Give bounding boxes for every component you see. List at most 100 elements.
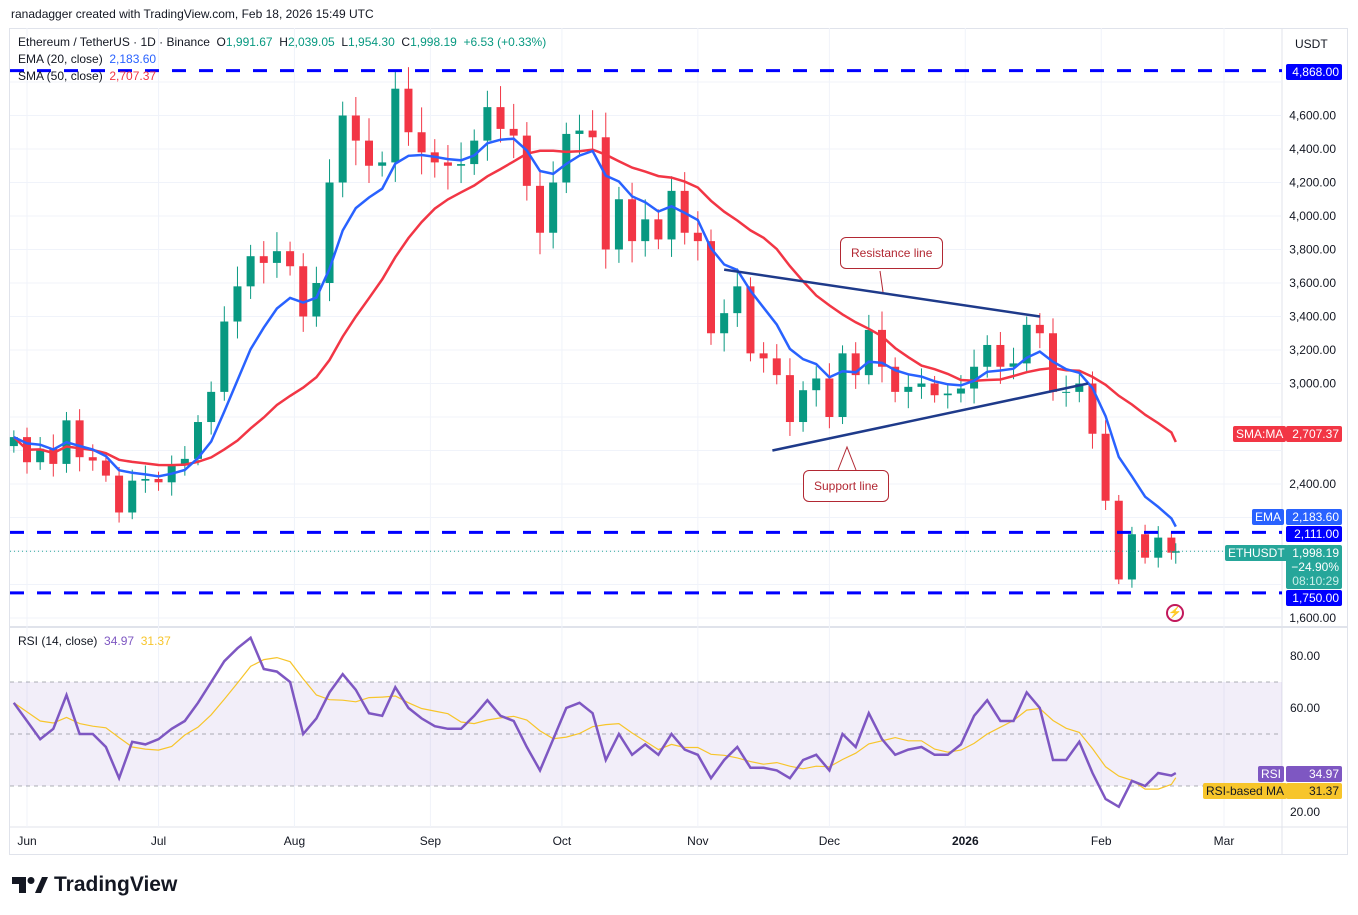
- currency-label[interactable]: USDT: [1295, 37, 1328, 51]
- candle: [838, 345, 847, 425]
- price-chart[interactable]: 1,600.00 2,400.00 3,000.00 3,200.00 3,400.00…: [0, 0, 1358, 860]
- candle-body: [207, 391, 216, 423]
- support-line-label[interactable]: Support line: [803, 470, 890, 502]
- candle-body: [917, 383, 926, 387]
- candle: [233, 266, 242, 339]
- candle: [404, 67, 413, 146]
- time-tick-label: Feb: [1091, 834, 1112, 848]
- candle: [917, 368, 926, 399]
- price-tick-label: 3,200.00: [1289, 343, 1336, 357]
- candle-body: [36, 448, 45, 463]
- candle-body: [746, 286, 755, 354]
- candle: [325, 159, 334, 302]
- resistance-line-label[interactable]: Resistance line: [840, 237, 944, 269]
- candle-body: [88, 457, 97, 461]
- candle-body: [457, 164, 466, 166]
- candle-body: [259, 256, 268, 263]
- candle-body: [601, 137, 610, 250]
- candle: [443, 145, 452, 190]
- candle-body: [720, 313, 729, 334]
- open-label: O: [216, 35, 226, 49]
- candle: [878, 311, 886, 383]
- time-tick-label: Oct: [553, 834, 572, 848]
- candle: [1167, 531, 1176, 560]
- rsi-ma-tag-label: RSI-based MA: [1203, 783, 1288, 799]
- candle-body: [470, 140, 479, 165]
- candle-body: [154, 478, 163, 483]
- candle: [575, 114, 584, 155]
- rsi-tick-label: 60.00: [1290, 701, 1320, 715]
- candle: [1171, 543, 1180, 564]
- candle: [654, 209, 663, 250]
- candle: [536, 169, 544, 255]
- price-tick-label: 3,600.00: [1289, 276, 1336, 290]
- candle-body: [365, 140, 373, 166]
- resistance-callout-pointer: [879, 270, 884, 293]
- support-callout-pointer: [837, 445, 857, 471]
- price-tick-label: 1,600.00: [1289, 611, 1336, 625]
- candle-body: [1171, 551, 1180, 553]
- last-price: 1,998.19: [1292, 546, 1339, 560]
- candle: [825, 363, 834, 429]
- candle: [970, 349, 979, 404]
- candle-body: [1114, 500, 1123, 580]
- level-mid-tag: 2,111.00: [1286, 526, 1342, 542]
- candle-body: [812, 378, 821, 391]
- price-tick-label: 4,000.00: [1289, 209, 1336, 223]
- candle-body: [522, 135, 531, 186]
- candle: [799, 381, 808, 432]
- candle-body: [9, 437, 18, 447]
- candle-body: [49, 448, 58, 464]
- brand-name: TradingView: [54, 873, 178, 896]
- close-value: 1,998.19: [410, 35, 457, 49]
- chart-frame: [9, 28, 1348, 855]
- sma-legend[interactable]: SMA (50, close) 2,707.37: [18, 68, 546, 85]
- candle-body: [1154, 537, 1163, 558]
- candle: [614, 186, 623, 263]
- candle: [483, 90, 492, 161]
- candle-body: [299, 266, 308, 317]
- time-tick-label: Mar: [1214, 834, 1235, 848]
- candle: [588, 110, 597, 151]
- candle: [772, 344, 781, 385]
- close-label: C: [401, 35, 411, 49]
- ema-value: 2,183.60: [109, 52, 157, 66]
- low-value: 1,954.30: [348, 35, 395, 49]
- candle: [115, 467, 124, 523]
- candle-body: [272, 251, 281, 263]
- candle-body: [194, 422, 202, 459]
- ema-legend[interactable]: EMA (20, close) 2,183.60: [18, 51, 546, 68]
- candle: [562, 122, 571, 194]
- symbol-name[interactable]: Ethereum / TetherUS · 1D · Binance: [18, 35, 210, 49]
- candle-body: [404, 88, 413, 133]
- lightning-icon[interactable]: ⚡: [1166, 604, 1184, 622]
- candle: [641, 199, 650, 257]
- rsi-tick-label: 80.00: [1290, 649, 1320, 663]
- rsi-legend[interactable]: RSI (14, close) 34.97 31.37: [18, 634, 171, 648]
- candle: [457, 142, 466, 184]
- candle: [733, 268, 742, 327]
- candle: [417, 107, 426, 175]
- candle: [1101, 420, 1110, 510]
- candle-body: [891, 366, 900, 392]
- candle-body: [483, 107, 492, 141]
- high-label: H: [279, 35, 288, 49]
- chart-legend: Ethereum / TetherUS · 1D · Binance O 1,99…: [18, 34, 546, 85]
- candle: [9, 430, 18, 453]
- candle-body: [75, 420, 84, 458]
- candle-body: [1035, 324, 1044, 334]
- time-tick-label: Sep: [420, 834, 442, 848]
- candle-body: [338, 115, 347, 183]
- candle: [864, 314, 873, 385]
- rsi-label: RSI (14, close): [18, 634, 98, 648]
- tradingview-logo[interactable]: TradingView: [12, 873, 177, 897]
- candle-body: [286, 251, 295, 267]
- candle: [1141, 524, 1150, 564]
- candle: [509, 103, 518, 159]
- candle-body: [956, 388, 965, 394]
- candle-body: [983, 344, 992, 367]
- ema-price-tag: 2,183.60: [1286, 509, 1342, 525]
- candle-body: [1127, 534, 1136, 580]
- candle: [851, 342, 860, 389]
- sma-label: SMA (50, close): [18, 69, 103, 83]
